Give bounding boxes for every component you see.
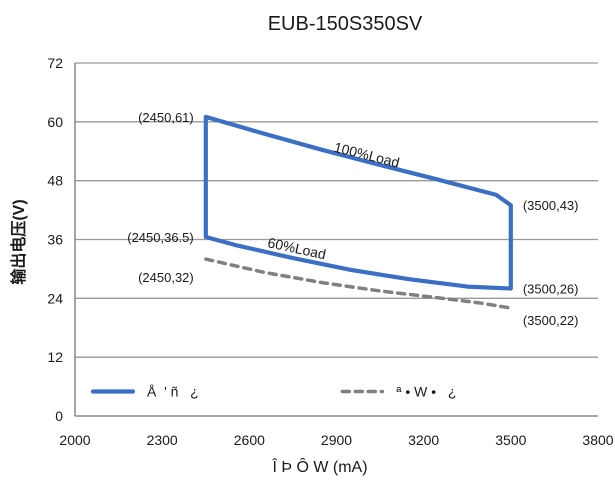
legend-label: Å ' ñ ¿ <box>147 383 199 399</box>
y-tick-label: 36 <box>47 232 63 248</box>
y-tick-label: 72 <box>47 55 63 71</box>
point-annotation: (3500,43) <box>523 198 579 213</box>
gridlines <box>75 62 598 358</box>
curve-label: 100%Load <box>332 139 401 171</box>
axes <box>74 63 598 417</box>
x-tick-label: 2000 <box>59 432 90 448</box>
x-tick-labels: 2000 2300 2600 2900 3200 3500 3800 <box>59 432 613 448</box>
point-annotation: (2450,32) <box>138 270 194 285</box>
point-annotation: (3500,22) <box>523 313 579 328</box>
series-lines <box>203 114 513 310</box>
x-axis-label: Î Þ Ô W (mA) <box>271 457 367 476</box>
y-tick-labels: 0 12 24 36 48 60 72 <box>47 55 63 424</box>
series-1-line <box>203 114 513 291</box>
x-tick-label: 2300 <box>147 432 178 448</box>
x-tick-label: 2600 <box>234 432 265 448</box>
point-annotation: (3500,26) <box>523 282 579 297</box>
y-tick-label: 12 <box>47 349 63 365</box>
chart-title: EUB-150S350SV <box>268 13 423 35</box>
point-annotation: (2450,61) <box>138 110 194 125</box>
point-annotations: (2450,61) (2450,36.5) (2450,32) (3500,43) (3… <box>127 110 578 328</box>
x-tick-label: 3200 <box>408 432 439 448</box>
legend: Å ' ñ ¿ ª • W • ¿ <box>90 383 456 399</box>
x-tick-label: 3500 <box>495 432 526 448</box>
y-tick-label: 0 <box>55 408 63 424</box>
y-axis-label: 输出电压(V) <box>9 199 28 284</box>
point-annotation: (2450,36.5) <box>127 230 194 245</box>
series-2-line <box>204 257 513 310</box>
legend-label: ª • W • ¿ <box>396 383 456 399</box>
y-tick-label: 48 <box>47 173 63 189</box>
x-tick-label: 2900 <box>321 432 352 448</box>
y-tick-label: 24 <box>47 290 63 306</box>
x-tick-label: 3800 <box>582 432 613 448</box>
y-tick-label: 60 <box>47 114 63 130</box>
